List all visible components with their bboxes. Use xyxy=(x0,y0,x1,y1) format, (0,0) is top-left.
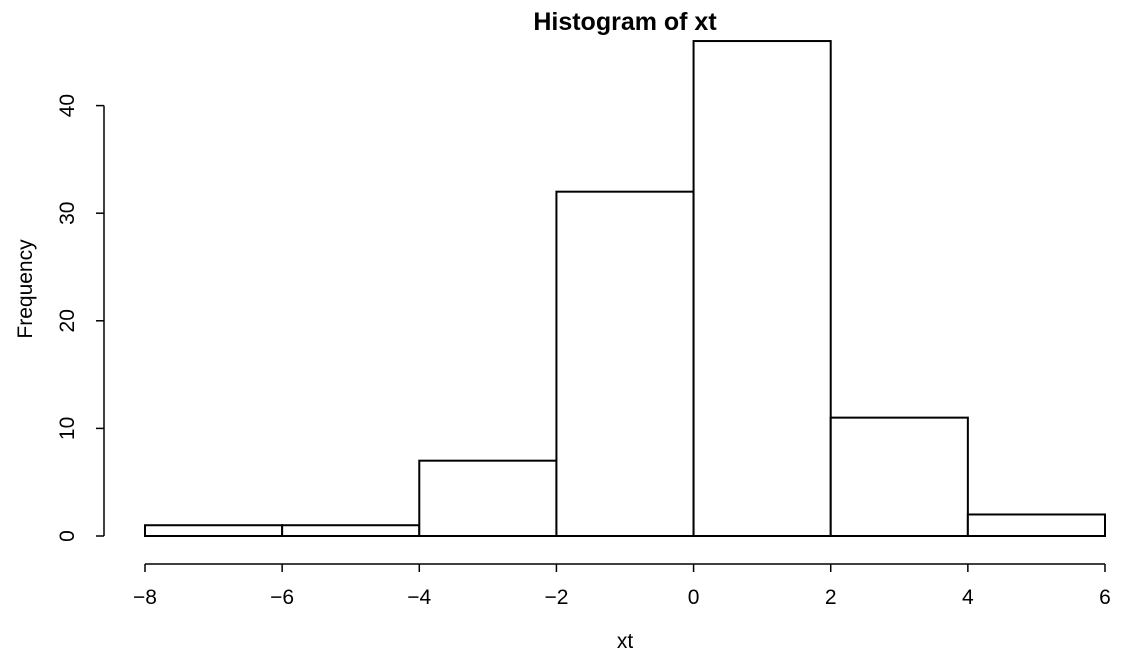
y-tick-label: 10 xyxy=(56,417,79,440)
histogram-bar-4 xyxy=(692,40,832,537)
x-tick-label: −2 xyxy=(544,586,568,609)
x-tick-label: 4 xyxy=(962,586,974,609)
histogram-bar-1 xyxy=(281,524,421,537)
x-axis: −8 −6 −4 −2 0 2 4 6 xyxy=(133,563,1111,609)
y-tick-label: 30 xyxy=(56,202,79,225)
y-axis-title: Frequency xyxy=(14,239,37,339)
y-tick-label: 0 xyxy=(56,530,79,542)
histogram-bar-0 xyxy=(144,524,284,537)
histogram-bar-3 xyxy=(555,190,695,537)
y-tick-label: 40 xyxy=(56,94,79,117)
x-tick-label: −6 xyxy=(270,586,294,609)
x-tick-label: −4 xyxy=(407,586,431,609)
x-tick-label: −8 xyxy=(133,586,157,609)
histogram-bar-2 xyxy=(418,459,558,537)
chart-title: Histogram of xt xyxy=(533,8,717,36)
y-axis: 0 10 20 30 40 xyxy=(56,94,105,542)
histogram-bar-6 xyxy=(966,513,1106,537)
y-tick-label: 20 xyxy=(56,309,79,332)
x-tick-label: 6 xyxy=(1099,586,1111,609)
x-axis-title: xt xyxy=(617,630,634,653)
bars-group xyxy=(144,40,1106,538)
x-tick-label: 2 xyxy=(825,586,837,609)
x-tick-label: 0 xyxy=(688,586,700,609)
histogram-bar-5 xyxy=(829,416,969,538)
